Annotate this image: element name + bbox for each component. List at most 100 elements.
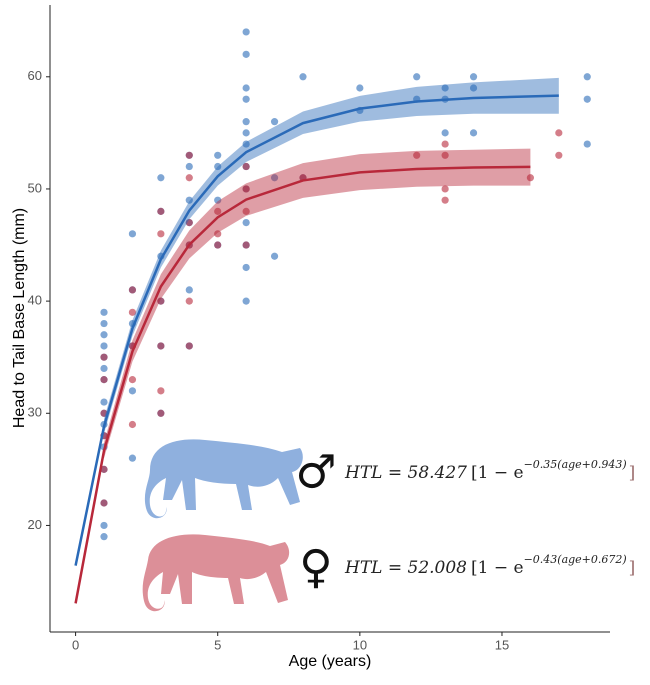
point (242, 50, 250, 58)
point (441, 185, 449, 193)
equation-exponent: −0.43(age+0.672) (524, 553, 627, 566)
y-tick-label: 60 (28, 68, 42, 83)
point (214, 241, 222, 249)
point (100, 331, 108, 339)
point (242, 84, 250, 92)
equation-close: ] (629, 463, 636, 483)
point (555, 129, 563, 137)
point (242, 162, 250, 171)
equation: HTL = 52.008 [1 − e−0.43(age+0.672)] (344, 553, 635, 578)
point (100, 376, 108, 384)
point (413, 73, 421, 81)
point (128, 308, 137, 316)
point (242, 185, 250, 193)
point (469, 73, 478, 81)
point (157, 387, 165, 395)
point (214, 230, 222, 238)
point (185, 297, 193, 305)
point (413, 151, 421, 159)
point (242, 218, 250, 227)
point (469, 84, 478, 92)
point (242, 263, 250, 272)
point (270, 174, 279, 182)
point (157, 207, 165, 215)
point (441, 151, 449, 159)
point (185, 196, 193, 204)
point (100, 533, 108, 541)
point (157, 174, 165, 182)
point (555, 151, 563, 159)
point (128, 286, 137, 294)
point (242, 140, 250, 148)
equation-exponent: −0.35(age+0.943) (524, 458, 627, 471)
y-axis-label: Head to Tail Base Length (mm) (11, 208, 28, 428)
point (100, 398, 108, 406)
point (157, 230, 165, 238)
equation-close: ] (629, 558, 636, 578)
x-axis-label: Age (years) (289, 653, 372, 670)
point (583, 73, 591, 81)
point (214, 196, 222, 204)
point (157, 409, 165, 417)
point (157, 297, 165, 305)
silhouette (142, 534, 290, 612)
y-tick-label: 50 (28, 180, 42, 195)
point (299, 73, 307, 81)
confidence-band (104, 77, 559, 434)
point (128, 454, 137, 462)
sex-symbol: ♂ (295, 445, 336, 499)
point (469, 129, 478, 137)
x-tick-label: 0 (72, 637, 79, 652)
point (128, 387, 137, 395)
point (100, 465, 108, 473)
point (100, 409, 108, 417)
point (441, 84, 449, 92)
y-tick-label: 30 (28, 405, 42, 420)
silhouette (144, 439, 303, 519)
point (128, 420, 137, 429)
point (100, 499, 108, 507)
point (100, 308, 108, 316)
sex-symbol: ♀ (299, 540, 333, 594)
point (583, 95, 591, 103)
point (242, 241, 250, 249)
equation-lhs: HTL = 52.008 (344, 558, 467, 578)
point (214, 207, 222, 215)
fit-line (74, 94, 559, 566)
y-tick-label: 40 (28, 293, 42, 308)
point (526, 174, 535, 182)
equation: HTL = 58.427 [1 − e−0.35(age+0.943)] (344, 458, 635, 483)
x-tick-label: 5 (214, 637, 221, 652)
point (441, 196, 449, 204)
female-monkey (142, 534, 290, 612)
point (214, 151, 222, 159)
point (100, 319, 108, 328)
equation-open: [1 − e (471, 463, 524, 483)
point (583, 140, 591, 148)
point (270, 118, 279, 126)
point (441, 129, 449, 137)
point (100, 364, 108, 373)
point (185, 174, 193, 182)
fit-line (74, 165, 531, 604)
point (270, 252, 279, 260)
point (185, 342, 193, 350)
equation-lhs: HTL = 58.427 (344, 463, 467, 483)
point (185, 151, 193, 159)
point (128, 376, 137, 384)
point (214, 162, 222, 171)
equation-open: [1 − e (471, 558, 524, 578)
point (356, 84, 364, 92)
point (185, 218, 193, 227)
x-tick-label: 15 (495, 637, 509, 652)
male-monkey (144, 439, 303, 519)
point (100, 342, 108, 350)
point (157, 342, 165, 350)
point (242, 95, 250, 103)
point (242, 28, 250, 36)
x-tick-label: 10 (353, 637, 367, 652)
point (185, 162, 193, 171)
point (242, 129, 250, 137)
point (100, 521, 108, 530)
